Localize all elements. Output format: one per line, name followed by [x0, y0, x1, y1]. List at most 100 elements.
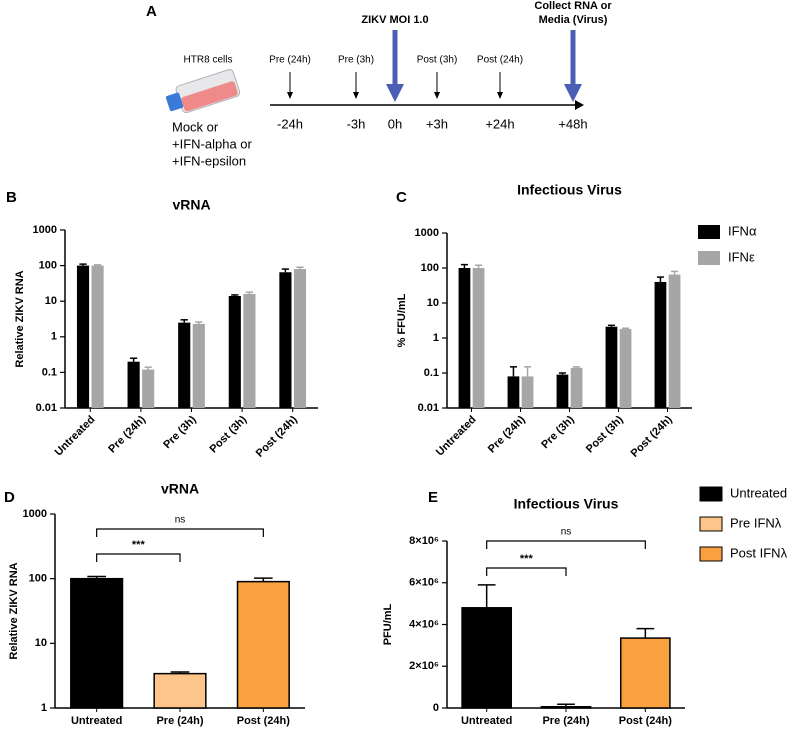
legend-label: IFNε — [728, 249, 755, 264]
flask-icon — [165, 69, 241, 114]
panel-label: C — [396, 189, 407, 206]
bar — [556, 374, 569, 408]
bar — [192, 323, 205, 408]
event-arrowhead — [386, 84, 404, 102]
x-tick-label: Post (3h) — [584, 413, 626, 455]
significance-bracket — [486, 567, 567, 576]
y-tick-label: 1000 — [33, 224, 57, 236]
x-tick-label: Post (3h) — [208, 413, 250, 455]
event-label: Pre (3h) — [338, 55, 374, 66]
x-tick-label: Post (24h) — [237, 715, 291, 727]
bar — [507, 376, 520, 408]
y-axis-label: Relative ZIKV RNA — [14, 270, 26, 367]
legend-swatch — [699, 546, 723, 562]
x-tick-label: Pre (24h) — [486, 413, 528, 455]
y-tick-label: 1 — [41, 702, 47, 714]
event-label: ZIKV MOI 1.0 — [361, 14, 428, 26]
time-label: -24h — [277, 116, 303, 131]
panel-label: B — [6, 189, 17, 206]
y-tick-label: 1 — [51, 331, 57, 343]
legend-label: Untreated — [730, 485, 787, 500]
time-label: +3h — [426, 116, 448, 131]
event-arrowhead — [287, 92, 293, 99]
event-arrowhead — [353, 92, 359, 99]
time-label: -3h — [347, 116, 366, 131]
y-tick-label: 10 — [45, 295, 57, 307]
bar — [178, 322, 191, 408]
x-tick-label: Pre (3h) — [161, 413, 199, 451]
bar — [236, 580, 290, 709]
y-tick-label: 0.01 — [36, 402, 57, 414]
y-tick-label: 0.01 — [418, 402, 439, 414]
bar — [76, 265, 90, 408]
y-tick-label: 6×10⁶ — [409, 577, 439, 589]
x-tick-label: Pre (24h) — [542, 715, 589, 727]
y-tick-label: 0 — [433, 702, 439, 714]
event-label: Media (Virus) — [539, 14, 608, 26]
y-tick-label: 0.1 — [42, 366, 57, 378]
bar — [619, 637, 671, 709]
bar — [458, 268, 471, 408]
bar — [70, 577, 124, 709]
y-tick-label: 100 — [421, 262, 439, 274]
bar — [619, 329, 632, 408]
y-axis-label: Relative ZIKV RNA — [8, 562, 20, 659]
y-tick-label: 8×10⁶ — [409, 535, 439, 547]
timeline-arrowhead — [575, 100, 584, 110]
chart-title: vRNA — [172, 197, 210, 213]
treatment-label: +IFN-alpha or — [172, 136, 253, 151]
x-tick-label: Post (24h) — [619, 715, 673, 727]
event-arrowhead — [434, 92, 440, 99]
legend-swatch — [699, 486, 723, 502]
chart-title: vRNA — [161, 481, 199, 497]
x-tick-label: Post (24h) — [629, 413, 675, 459]
x-tick-label: Pre (3h) — [539, 413, 577, 451]
significance-bracket — [486, 540, 646, 549]
bar — [142, 369, 155, 408]
bar — [243, 293, 256, 408]
legend-label: Pre IFNλ — [730, 515, 782, 530]
significance-label: *** — [520, 553, 534, 565]
bar — [540, 705, 592, 709]
bar — [153, 672, 207, 709]
cells-label: HTR8 cells — [184, 55, 233, 66]
time-label: +24h — [485, 116, 514, 131]
panel-label: D — [4, 489, 15, 506]
x-tick-label: Pre (24h) — [156, 715, 203, 727]
bar — [279, 272, 292, 408]
y-tick-label: 10 — [35, 637, 47, 649]
y-tick-label: 1 — [433, 332, 439, 344]
time-label: 0h — [388, 116, 402, 131]
bar — [654, 281, 667, 408]
treatment-label: +IFN-epsilon — [172, 153, 246, 168]
legend-swatch — [699, 516, 723, 532]
event-label: Post (3h) — [417, 55, 458, 66]
significance-label: *** — [132, 539, 146, 551]
x-tick-label: Untreated — [53, 414, 98, 459]
event-label: Pre (24h) — [269, 55, 311, 66]
event-arrowhead — [564, 84, 582, 102]
significance-label: ns — [561, 527, 572, 538]
bar — [127, 361, 140, 408]
y-tick-label: 10 — [427, 297, 439, 309]
treatment-label: Mock or — [172, 119, 219, 134]
y-tick-label: 0.1 — [424, 367, 439, 379]
significance-label: ns — [175, 515, 186, 526]
significance-bracket — [96, 553, 181, 562]
bar — [605, 326, 618, 408]
legend-label: Post IFNλ — [730, 545, 788, 560]
event-label: Collect RNA or — [534, 0, 612, 12]
time-label: +48h — [558, 116, 587, 131]
bar — [668, 274, 681, 408]
panel-label: A — [146, 3, 157, 20]
chart-title: Infectious Virus — [517, 182, 622, 198]
x-tick-label: Pre (24h) — [106, 413, 148, 455]
legend-swatch — [698, 251, 720, 265]
bar — [472, 268, 485, 408]
chart-title: Infectious Virus — [514, 496, 619, 512]
panel-label: E — [428, 489, 438, 506]
x-tick-label: Untreated — [71, 715, 122, 727]
bar — [228, 295, 241, 408]
event-arrowhead — [497, 92, 503, 99]
